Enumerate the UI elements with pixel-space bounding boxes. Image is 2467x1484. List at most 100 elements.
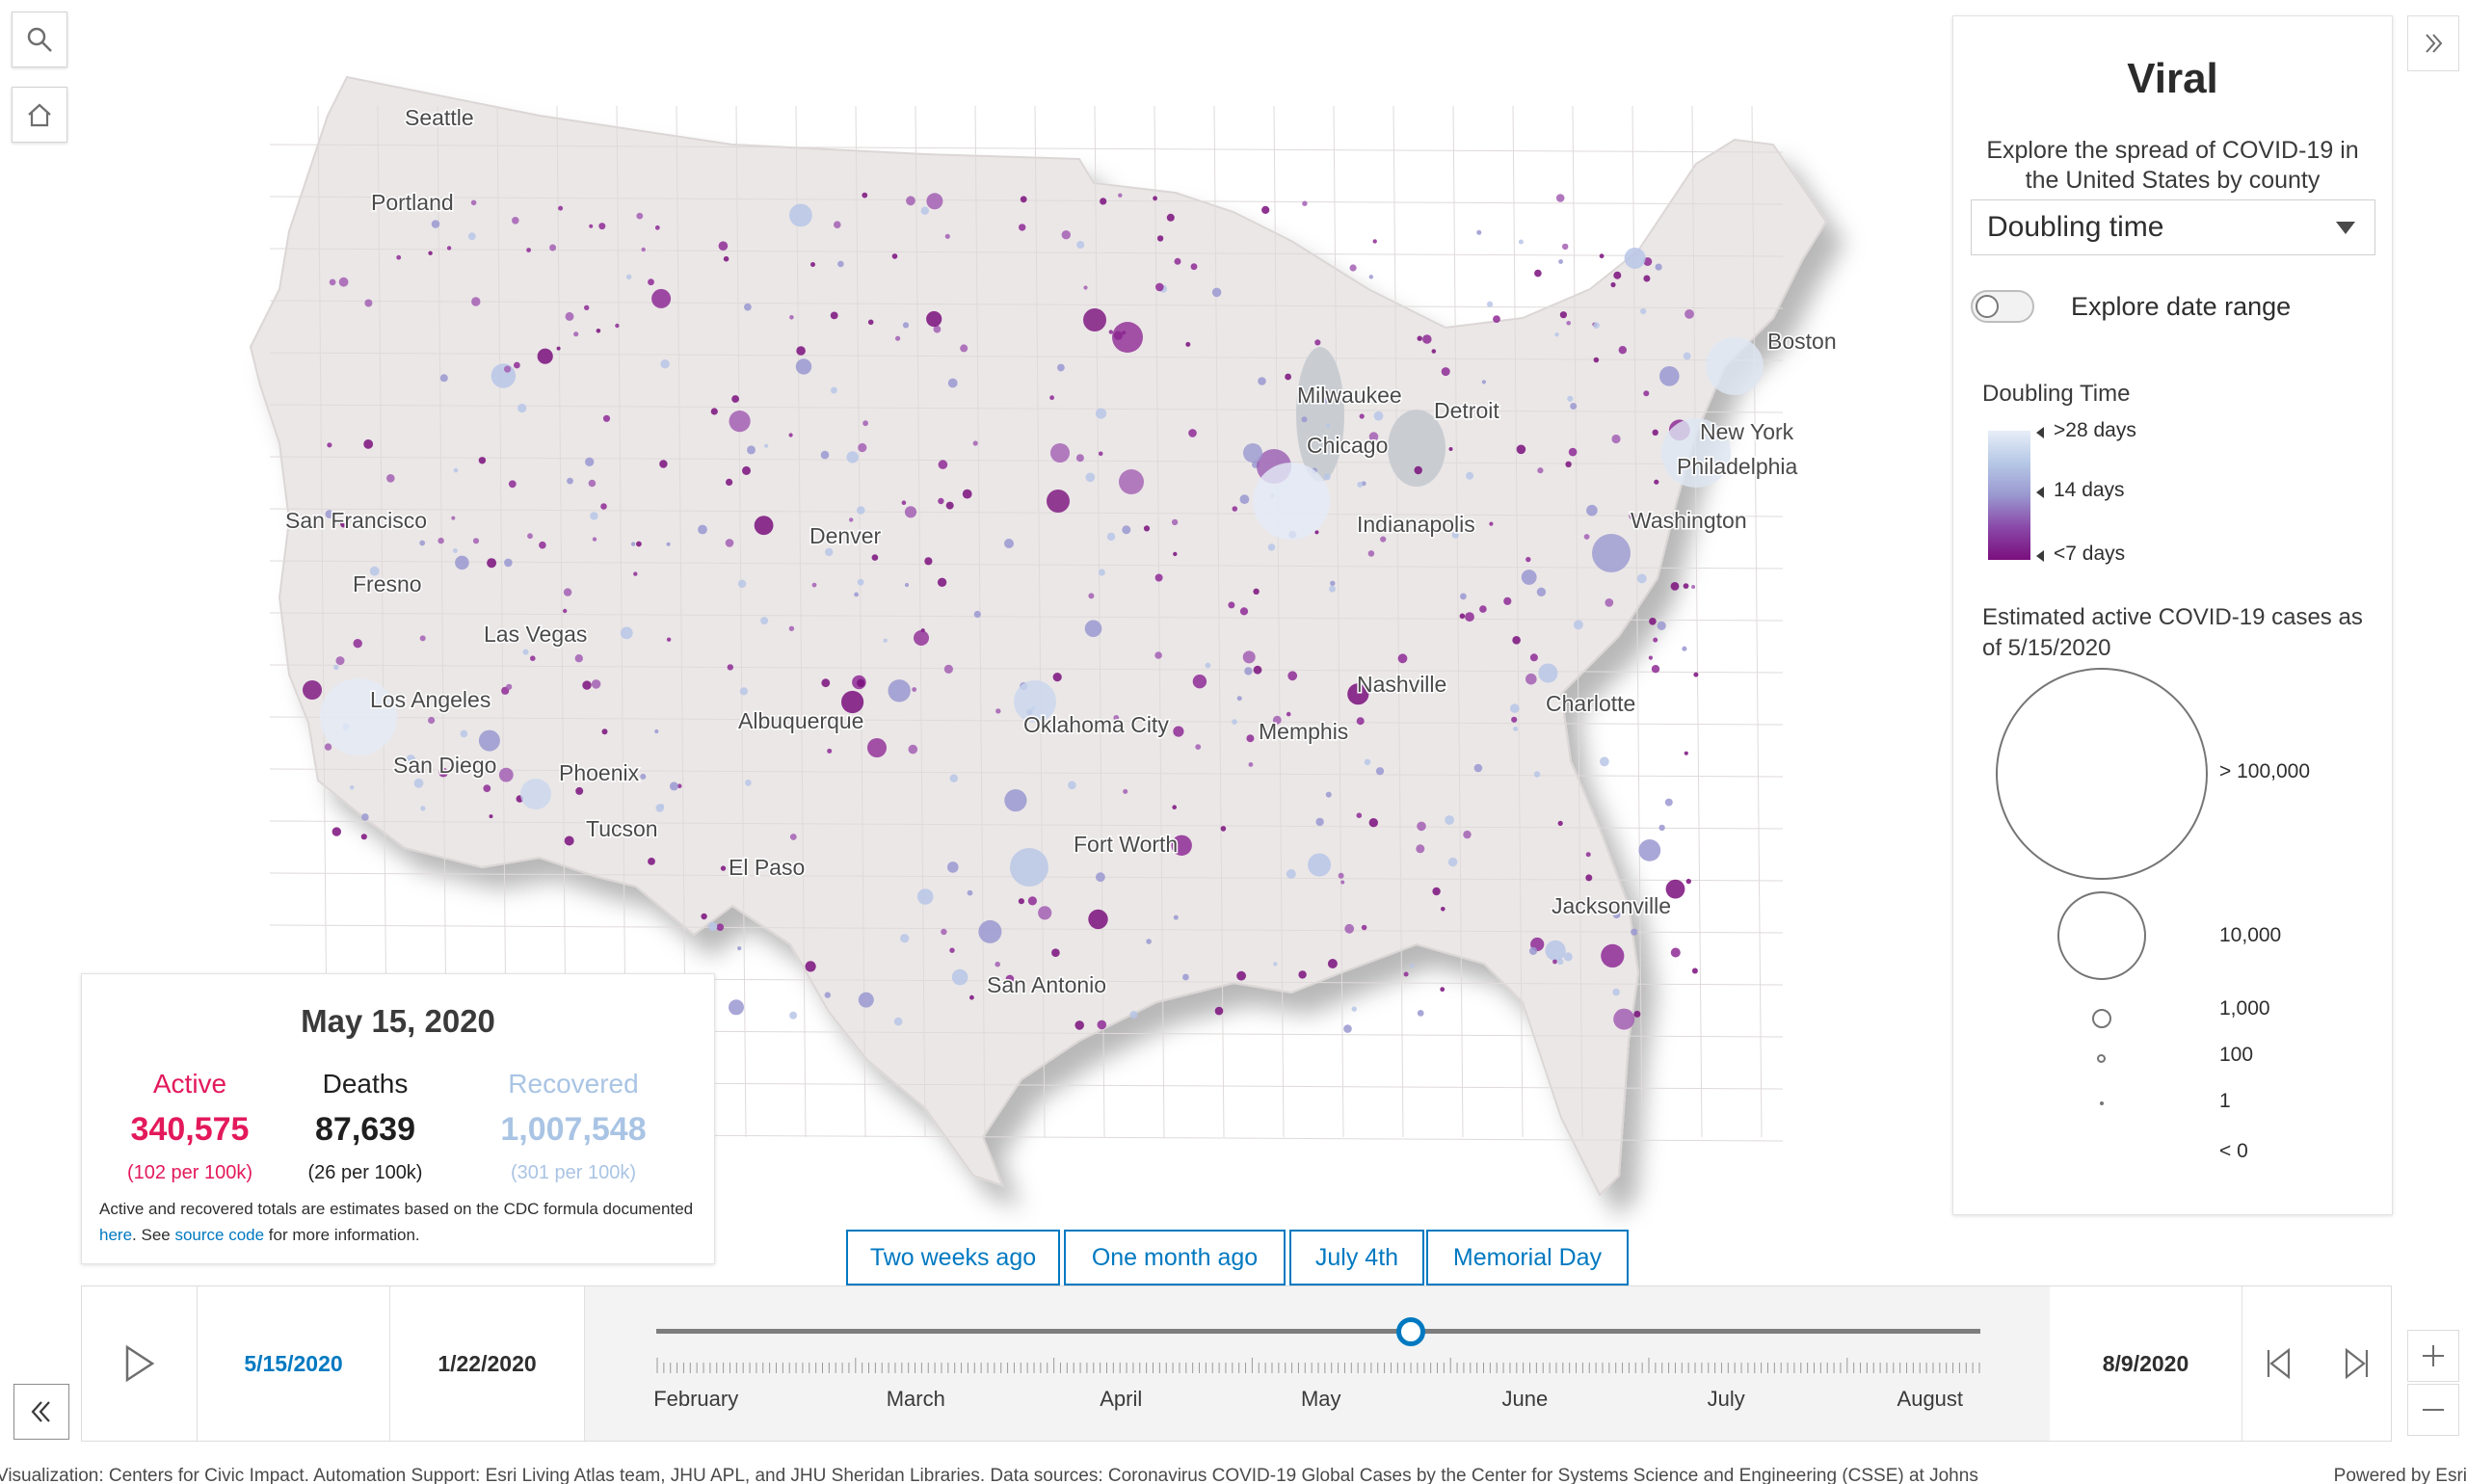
county-dot xyxy=(908,744,918,755)
county-dot xyxy=(1108,330,1114,334)
county-dot xyxy=(1665,879,1685,899)
step-forward-icon xyxy=(2345,1347,2369,1380)
county-dot xyxy=(1375,767,1385,776)
zoom-in-button[interactable] xyxy=(2407,1330,2459,1382)
county-dot xyxy=(472,538,480,544)
active-label: Active xyxy=(152,1069,227,1099)
us-map[interactable]: Seattle Portland San Francisco Fresno Las Ve… xyxy=(0,0,1956,1272)
county-dot xyxy=(729,411,751,433)
county-dot xyxy=(1562,243,1569,251)
county-dot xyxy=(655,804,664,812)
stats-note: Active and recovered totals are estimate… xyxy=(99,1196,697,1248)
search-button[interactable] xyxy=(12,12,67,67)
county-dot xyxy=(1511,716,1518,723)
county-dot xyxy=(641,247,646,252)
play-button[interactable] xyxy=(82,1286,198,1441)
county-dot xyxy=(901,500,907,505)
county-dot xyxy=(556,346,561,351)
county-dot xyxy=(1232,506,1238,512)
recovered-rate: (301 per 100k) xyxy=(510,1162,637,1183)
county-dot xyxy=(558,205,564,211)
preset-july-4th[interactable]: July 4th xyxy=(1289,1230,1424,1285)
slider-month-label: April xyxy=(1100,1387,1143,1411)
end-date: 8/9/2020 xyxy=(2050,1286,2242,1441)
metric-dropdown[interactable]: Doubling time xyxy=(1971,199,2375,255)
expand-panel-button[interactable] xyxy=(2407,15,2459,71)
county-dot xyxy=(489,814,493,819)
county-dot xyxy=(902,322,910,329)
county-dot xyxy=(726,478,733,486)
county-dot xyxy=(1648,655,1653,660)
cdc-formula-link[interactable]: here xyxy=(99,1226,133,1244)
county-dot xyxy=(563,588,572,596)
zoom-out-button[interactable] xyxy=(2407,1384,2459,1436)
county-dot xyxy=(1612,911,1621,919)
slider-track[interactable] xyxy=(656,1329,1980,1334)
preset-one-month-ago[interactable]: One month ago xyxy=(1064,1230,1286,1285)
county-dot xyxy=(602,414,611,422)
county-dot xyxy=(438,537,444,544)
county-dot xyxy=(1440,987,1446,993)
city-label: Phoenix xyxy=(559,760,640,785)
slider-track-area[interactable]: February March April May June July August xyxy=(585,1286,2050,1441)
step-back-button[interactable] xyxy=(2242,1286,2318,1441)
preset-memorial-day[interactable]: Memorial Day xyxy=(1426,1230,1629,1285)
county-dot xyxy=(1683,352,1691,360)
county-dot xyxy=(1451,531,1459,539)
city-label: San Francisco xyxy=(285,508,427,533)
county-dot xyxy=(1076,241,1085,249)
deaths-value: 87,639 xyxy=(315,1111,415,1148)
county-dot xyxy=(1592,534,1631,572)
date-range-toggle[interactable] xyxy=(1971,290,2034,323)
powered-by[interactable]: Powered by Esri xyxy=(2304,1467,2467,1484)
county-dot xyxy=(514,361,520,369)
county-dot xyxy=(1570,403,1578,410)
county-dot xyxy=(353,639,362,649)
county-dot xyxy=(745,780,752,786)
county-dot xyxy=(739,687,749,696)
home-icon xyxy=(28,103,51,127)
county-dot xyxy=(1314,339,1321,346)
county-dot xyxy=(1566,321,1571,326)
county-dot xyxy=(969,994,974,1000)
county-dot xyxy=(949,947,955,953)
county-dot xyxy=(1253,665,1262,675)
county-dot xyxy=(893,1017,903,1026)
county-dot xyxy=(857,578,864,586)
county-dot xyxy=(1447,857,1458,867)
source-code-link[interactable]: source code xyxy=(174,1226,265,1244)
slider-thumb[interactable] xyxy=(1396,1317,1426,1346)
county-dot xyxy=(1422,334,1432,344)
collapse-button[interactable] xyxy=(13,1384,69,1440)
county-dot xyxy=(891,253,898,259)
county-dot xyxy=(973,610,981,619)
county-dot xyxy=(666,542,671,546)
county-dot xyxy=(386,474,395,483)
stats-card: May 15, 2020 Active 340,575 (102 per 100… xyxy=(81,973,715,1264)
county-dot xyxy=(1272,715,1282,725)
color-ramp xyxy=(1988,431,2030,560)
county-dot xyxy=(837,260,844,268)
county-dot xyxy=(491,363,517,388)
county-dot xyxy=(1493,315,1500,323)
county-dot xyxy=(1166,213,1175,222)
preset-two-weeks-ago[interactable]: Two weeks ago xyxy=(846,1230,1060,1285)
step-forward-button[interactable] xyxy=(2318,1286,2393,1441)
county-dot xyxy=(1236,696,1242,702)
county-dot xyxy=(1528,946,1538,956)
county-dot xyxy=(810,262,815,267)
county-dot xyxy=(1432,887,1441,896)
county-dot xyxy=(508,480,517,489)
county-dot xyxy=(1083,285,1088,290)
county-dot xyxy=(731,395,739,403)
county-dot xyxy=(862,192,868,199)
step-back-icon xyxy=(2267,1347,2291,1380)
county-dot xyxy=(1670,582,1680,591)
home-button[interactable] xyxy=(12,87,67,143)
county-dot xyxy=(926,310,942,328)
county-dot xyxy=(1613,1008,1635,1030)
county-dot xyxy=(1083,308,1106,331)
county-dot xyxy=(1593,357,1600,363)
city-label: Portland xyxy=(371,190,454,215)
